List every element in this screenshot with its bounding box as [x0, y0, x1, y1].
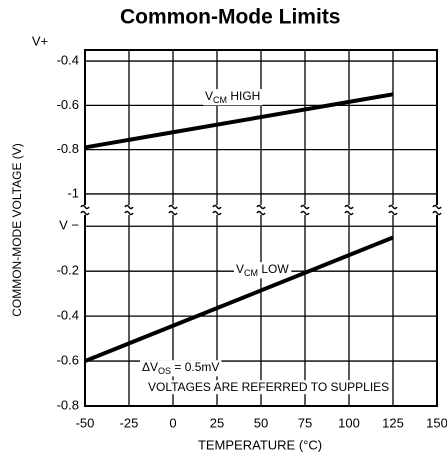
y-tick-label: -0.8 — [57, 141, 79, 156]
axis-break — [344, 204, 354, 216]
axis-break — [300, 204, 310, 216]
axis-break — [256, 204, 266, 216]
axis-break — [212, 204, 222, 216]
x-tick-label: 75 — [298, 415, 312, 430]
annotation-part: LOW — [258, 262, 289, 276]
y-tick-label: V − — [59, 218, 79, 233]
y-tick-label: -0.4 — [57, 53, 79, 68]
annotation-part: V — [205, 89, 213, 103]
x-tick-label: 125 — [382, 415, 404, 430]
x-tick-label: 50 — [254, 415, 268, 430]
annotation: VCM HIGH — [205, 89, 260, 105]
x-tick-label: -25 — [120, 415, 139, 430]
y-tick-label: -0.6 — [57, 97, 79, 112]
data-line — [84, 235, 394, 363]
chart-title: Common-Mode Limits — [120, 6, 341, 29]
x-axis-label: TEMPERATURE (°C) — [198, 437, 322, 452]
x-tick-label: 100 — [338, 415, 360, 430]
annotation-part: ΔV — [142, 360, 158, 374]
axis-break — [388, 204, 398, 216]
annotation-part: = 0.5mV — [171, 360, 219, 374]
annotation: VOLTAGES ARE REFERRED TO SUPPLIES — [148, 380, 389, 394]
axis-break — [124, 204, 134, 216]
axis-top-label: V+ — [32, 33, 48, 48]
annotation-part: VOLTAGES ARE REFERRED TO SUPPLIES — [148, 380, 389, 394]
axis-break — [432, 204, 442, 216]
annotation-background — [146, 380, 392, 395]
annotation-background — [140, 360, 222, 377]
x-tick-label: 150 — [426, 415, 447, 430]
annotation: ΔVOS = 0.5mV — [142, 360, 219, 376]
y-tick-label: -0.4 — [57, 308, 79, 323]
axis-break — [80, 204, 90, 216]
y-tick-label: -0.8 — [57, 397, 79, 412]
annotation-part: HIGH — [227, 89, 260, 103]
y-axis-label: COMMON-MODE VOLTAGE (V) — [10, 143, 24, 317]
annotation-background — [203, 89, 263, 106]
x-tick-label: 25 — [210, 415, 224, 430]
annotation-subscript: CM — [213, 95, 227, 105]
x-tick-label: 0 — [169, 415, 176, 430]
x-tick-label: -50 — [76, 415, 95, 430]
data-line — [84, 92, 394, 150]
annotation: VCM LOW — [236, 262, 289, 278]
axis-break — [168, 204, 178, 216]
y-tick-label: -0.2 — [57, 263, 79, 278]
annotation-subscript: CM — [244, 268, 258, 278]
annotation-background — [234, 262, 292, 279]
y-tick-label: -0.6 — [57, 352, 79, 367]
annotation-part: V — [236, 262, 244, 276]
annotation-subscript: OS — [158, 366, 171, 376]
y-tick-label: -1 — [67, 185, 79, 200]
